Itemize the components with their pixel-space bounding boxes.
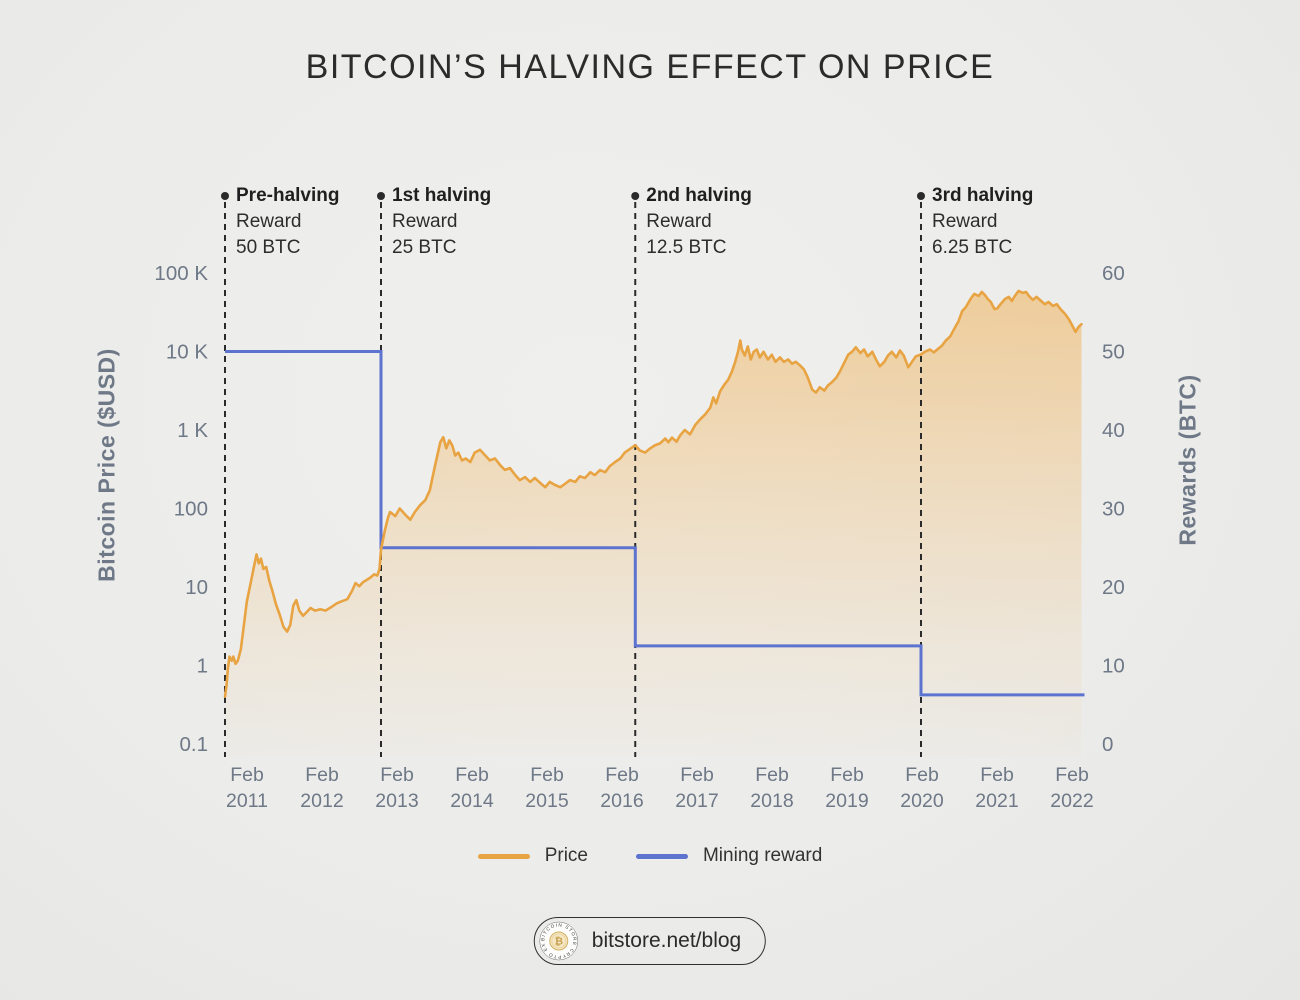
halving-reward-label: Reward: [236, 211, 302, 232]
legend: Price Mining reward: [0, 845, 1300, 867]
halving-title: 1st halving: [392, 185, 492, 206]
halving-marker-dot: [377, 192, 385, 200]
halving-marker-dot: [631, 192, 640, 200]
legend-item-price: Price: [477, 845, 588, 867]
y-left-tick-label: 100 K: [154, 262, 208, 285]
y-right-tick-label: 30: [1102, 498, 1125, 521]
halving-annotation-pre: Pre-halving Reward 50 BTC: [236, 183, 339, 261]
halving-reward-label: Reward: [646, 211, 712, 232]
y-right-tick-label: 0: [1102, 733, 1113, 756]
halving-title: Pre-halving: [236, 185, 340, 206]
x-axis-tick-year: 2021: [975, 790, 1018, 812]
footer-url: bitstore.net/blog: [591, 929, 742, 952]
x-axis-tick-month: Feb: [230, 764, 264, 786]
y-right-tick-label: 20: [1102, 576, 1125, 599]
halving-reward-amount: 50 BTC: [236, 237, 301, 258]
halving-title: 3rd halving: [932, 185, 1034, 206]
chart-title: BITCOIN’S HALVING EFFECT ON PRICE: [305, 48, 995, 86]
y-left-tick-label: 0.1: [180, 733, 209, 756]
halving-reward-label: Reward: [392, 211, 458, 232]
y-left-tick-label: 10 K: [166, 341, 208, 364]
legend-item-mining-reward: Mining reward: [635, 845, 823, 867]
y-left-tick-label: 100: [174, 498, 208, 521]
halving-reward-amount: 25 BTC: [392, 237, 457, 258]
halving-reward-amount: 6.25 BTC: [932, 237, 1013, 258]
x-axis-tick-year: 2014: [450, 790, 494, 812]
y-right-tick-label: 60: [1102, 262, 1125, 285]
x-axis-tick-month: Feb: [905, 764, 939, 786]
x-axis-tick-month: Feb: [605, 764, 639, 786]
x-axis-tick-year: 2012: [300, 790, 343, 812]
bitcoin-symbol: ₿: [555, 936, 564, 948]
x-axis-tick-year: 2019: [825, 790, 868, 812]
mining-reward-line: [225, 350, 1085, 697]
x-axis-tick-year: 2020: [900, 790, 944, 812]
halving-annotation-1st: 1st halving Reward 25 BTC: [392, 183, 491, 261]
y-right-tick-label: 50: [1102, 341, 1125, 364]
y-left-tick-label: 1: [197, 655, 208, 678]
y-left-tick-label: 10: [185, 576, 208, 599]
halving-title: 2nd halving: [646, 185, 752, 206]
x-axis-tick-month: Feb: [455, 764, 489, 786]
x-axis-tick-month: Feb: [530, 764, 564, 786]
x-axis-tick-year: 2016: [600, 790, 643, 812]
price-series-line: [223, 289, 1083, 698]
x-axis-tick-month: Feb: [980, 764, 1014, 786]
halving-reward-amount: 12.5 BTC: [646, 237, 727, 258]
x-axis-tick-month: Feb: [380, 764, 414, 786]
price-line-swatch: [477, 853, 530, 859]
x-axis-tick-month: Feb: [830, 764, 864, 786]
x-axis-tick-month: Feb: [755, 764, 789, 786]
y-right-tick-label: 10: [1102, 655, 1125, 678]
x-axis-tick-year: 2018: [750, 790, 793, 812]
y-left-axis-title: Bitcoin Price ($USD): [93, 348, 120, 582]
halving-marker-dot: [917, 192, 925, 200]
halving-marker-dot: [221, 192, 229, 200]
mining-reward-line-swatch: [635, 853, 688, 859]
price-series-area: [225, 291, 1082, 757]
x-axis-tick-year: 2015: [525, 790, 569, 812]
y-left-tick-label: 1 K: [177, 419, 208, 442]
halving-annotation-2nd: 2nd halving Reward 12.5 BTC: [646, 183, 752, 261]
footer-link-pill[interactable]: BITCOIN STORE CRYPTO EXCHANGE ₿ bitstore…: [533, 917, 767, 965]
x-axis-tick-year: 2013: [375, 790, 418, 812]
x-axis-tick-year: 2017: [675, 790, 718, 812]
halving-annotation-3rd: 3rd halving Reward 6.25 BTC: [932, 183, 1033, 261]
x-axis-tick-year: 2022: [1050, 790, 1093, 812]
y-right-tick-label: 40: [1102, 419, 1125, 442]
legend-label-mining-reward: Mining reward: [702, 845, 823, 866]
halving-reward-label: Reward: [932, 211, 998, 232]
x-axis-tick-month: Feb: [1055, 764, 1089, 786]
x-axis-tick-month: Feb: [305, 764, 339, 786]
x-axis-tick-year: 2011: [226, 790, 268, 812]
legend-label-price: Price: [544, 845, 588, 866]
y-right-axis-title: Rewards (BTC): [1174, 374, 1201, 546]
bitstore-logo-icon: BITCOIN STORE CRYPTO EXCHANGE ₿: [539, 921, 579, 961]
x-axis-tick-month: Feb: [680, 764, 714, 786]
